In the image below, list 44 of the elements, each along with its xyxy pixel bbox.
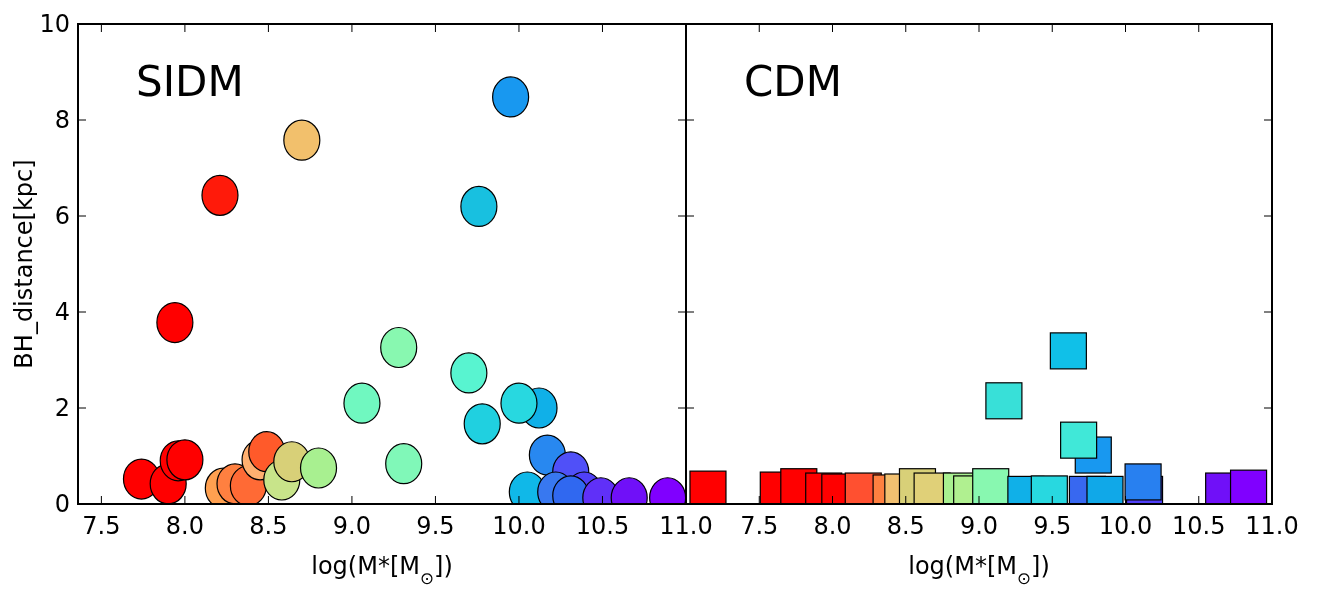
x-tick-label: 7.5 [740,512,779,540]
point [299,447,338,489]
x-tick-label: 10.5 [1172,512,1226,540]
y-tick-label: 0 [54,490,70,519]
x-tick-label: 11.0 [659,512,713,540]
x-tick-label: 8.0 [813,512,852,540]
y-tick-label: 6 [54,202,70,231]
point [283,119,321,161]
y-tick-label: 2 [54,394,70,423]
x-tick-label: 9.5 [1033,512,1072,540]
point [380,326,418,369]
x-tick-label: 9.0 [332,512,372,540]
x-axis-title: log(M*[M$_{⊙}$]) [311,552,453,588]
point [201,174,239,216]
text: SIDM [136,57,244,106]
x-tick-label: 10.5 [575,512,630,540]
x-tick-label: 7.5 [82,512,121,540]
text: CDM [744,57,842,106]
y-tick-label: 4 [54,298,70,327]
x-tick-label: 8.5 [249,512,288,540]
point [500,382,538,424]
point [156,301,194,344]
point [343,382,381,424]
point [1229,469,1268,504]
point [1049,332,1087,370]
x-tick-label: 8.5 [886,512,925,540]
point [166,439,204,481]
point [1060,421,1098,459]
point [460,185,498,227]
point [450,352,488,394]
x-tick-label: 10.0 [1098,512,1153,540]
x-tick-label: 8.0 [165,512,204,540]
point [492,76,530,118]
y-tick-label: 8 [54,106,70,135]
x-axis-title: log(M*[M$_{⊙}$]) [908,552,1050,588]
point [985,382,1023,420]
point [385,443,423,485]
y-axis-title: BH_distance[kpc] [10,159,38,369]
x-tick-label: 11.0 [1245,512,1299,540]
x-tick-label: 9.0 [959,512,999,540]
point [463,403,501,445]
x-tick-label: 10.0 [492,512,546,540]
y-tick-label: 10 [39,10,70,39]
x-tick-label: 9.5 [416,512,455,540]
